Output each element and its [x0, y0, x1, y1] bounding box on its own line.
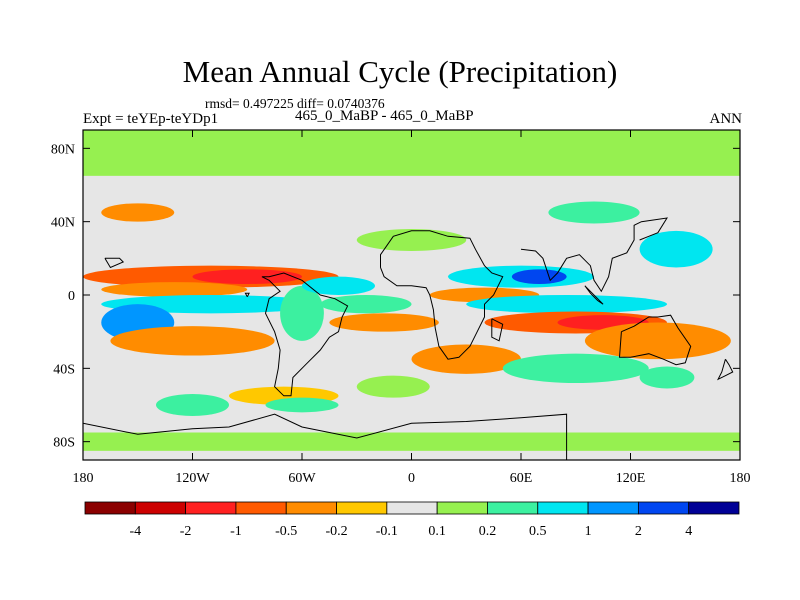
heatmap-cell	[466, 295, 667, 314]
heatmap-cell	[356, 229, 467, 251]
colorbar-label: 0.2	[479, 524, 497, 539]
coastline	[83, 413, 568, 460]
x-tick-label: 60W	[288, 471, 316, 486]
x-tick-label: 0	[408, 471, 415, 486]
colorbar-swatch	[84, 501, 136, 515]
heatmap-field	[83, 130, 740, 460]
coastline	[261, 272, 349, 397]
axes: 180 120W 60W 0 60E 120E 180 80N 40N 0 40S 80S	[51, 130, 751, 486]
colorbar-swatch	[235, 501, 287, 515]
heatmap-cell	[548, 201, 640, 224]
colorbar-label: 2	[635, 524, 642, 539]
heatmap-cell	[265, 397, 339, 413]
heatmap-cell	[280, 285, 324, 341]
coastline	[380, 230, 504, 360]
y-tick-label: 80N	[51, 142, 75, 157]
y-tick-label: 80S	[53, 436, 75, 451]
heatmap-cell	[502, 353, 649, 384]
y-tick-label: 40S	[53, 362, 75, 377]
colorbar-swatch	[688, 501, 740, 515]
heatmap-cell	[411, 344, 521, 374]
colorbar-label: -2	[180, 524, 192, 539]
colorbar-label: -1	[230, 524, 242, 539]
experiment-label: Expt = teYEp-teYDp1	[83, 111, 219, 127]
rmsd-diff-stats: rmsd= 0.497225 diff= 0.0740376	[205, 96, 385, 111]
colorbar-swatch	[436, 501, 488, 515]
heatmap-cell	[110, 326, 275, 356]
coastline	[716, 358, 734, 381]
y-tick-label: 40N	[51, 216, 75, 231]
heatmap-cell	[639, 230, 713, 268]
colorbar: -4 -2 -1 -0.5 -0.2 -0.1 0.1 0.2 0.5 1 2 4	[84, 501, 740, 539]
colorbar-swatch	[587, 501, 639, 515]
heatmap-cell	[639, 366, 695, 389]
season-label: ANN	[709, 111, 743, 127]
heatmap-cell	[302, 276, 375, 296]
colorbar-label: -0.1	[376, 524, 398, 539]
heatmap-cell	[101, 203, 175, 222]
colorbar-swatch	[336, 501, 388, 515]
heatmap-cell	[511, 269, 567, 284]
colorbar-label: 0.5	[529, 524, 547, 539]
heatmap-band	[83, 130, 740, 176]
x-tick-label: 60E	[510, 471, 533, 486]
colorbar-label: 1	[585, 524, 592, 539]
colorbar-swatch	[637, 501, 690, 515]
x-tick-label: 180	[730, 471, 751, 486]
coastline	[244, 292, 250, 298]
colorbar-swatch	[487, 501, 539, 515]
y-tick-label: 0	[68, 289, 75, 304]
colorbar-swatch	[537, 501, 589, 515]
coastline	[618, 314, 692, 366]
heatmap-cell	[356, 375, 430, 398]
colorbar-label: 4	[685, 524, 692, 539]
x-tick-label: 120E	[616, 471, 646, 486]
case-label: 465_0_MaBP - 465_0_MaBP	[295, 108, 474, 124]
colorbar-label: -0.5	[275, 524, 297, 539]
x-tick-label: 120W	[175, 471, 210, 486]
colorbar-swatch	[185, 501, 237, 515]
coastlines	[83, 217, 734, 460]
heatmap-cell	[584, 322, 731, 360]
coastline	[520, 217, 668, 293]
colorbar-swatch	[386, 501, 438, 515]
heatmap-cell	[329, 313, 439, 332]
heatmap-band	[83, 432, 740, 451]
heatmap-cell	[156, 394, 229, 416]
chart-title: Mean Annual Cycle (Precipitation)	[182, 54, 618, 89]
colorbar-label: -4	[129, 524, 141, 539]
coastline	[491, 318, 504, 342]
colorbar-swatch	[134, 501, 187, 515]
x-tick-label: 180	[73, 471, 94, 486]
heatmap-cell	[101, 282, 248, 297]
heatmap-cell	[320, 295, 412, 314]
colorbar-swatch	[285, 501, 337, 515]
coastline	[104, 257, 125, 269]
colorbar-label: -0.2	[325, 524, 347, 539]
colorbar-label: 0.1	[428, 524, 446, 539]
heatmap-cell	[192, 269, 302, 284]
coastline	[584, 285, 604, 305]
